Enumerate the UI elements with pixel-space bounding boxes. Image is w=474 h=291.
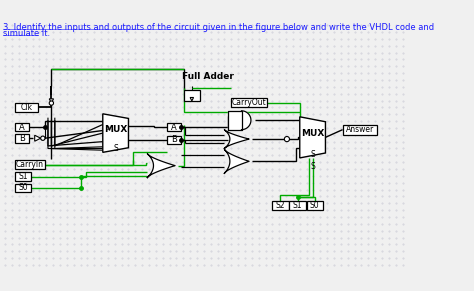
Polygon shape [103, 114, 128, 152]
FancyBboxPatch shape [16, 161, 45, 169]
FancyBboxPatch shape [16, 103, 38, 112]
FancyBboxPatch shape [16, 123, 29, 131]
Text: S1: S1 [293, 201, 302, 210]
FancyBboxPatch shape [273, 201, 289, 210]
Text: MUX: MUX [104, 125, 128, 134]
Circle shape [49, 101, 54, 105]
FancyBboxPatch shape [231, 98, 267, 107]
Text: S0: S0 [310, 201, 319, 210]
Text: Clk: Clk [20, 103, 33, 112]
Polygon shape [190, 97, 193, 101]
FancyBboxPatch shape [290, 201, 306, 210]
FancyBboxPatch shape [16, 173, 31, 181]
Text: B: B [171, 135, 177, 144]
Text: Answer: Answer [346, 125, 374, 134]
Text: Full Adder: Full Adder [182, 72, 234, 81]
Text: B: B [19, 134, 25, 143]
FancyBboxPatch shape [307, 201, 323, 210]
Text: S: S [310, 150, 315, 159]
Polygon shape [49, 99, 54, 103]
Text: simulate it.: simulate it. [3, 29, 51, 38]
FancyBboxPatch shape [184, 90, 200, 101]
FancyBboxPatch shape [16, 134, 29, 143]
Circle shape [284, 136, 290, 142]
Polygon shape [35, 135, 41, 141]
FancyBboxPatch shape [16, 184, 31, 192]
FancyBboxPatch shape [343, 125, 377, 135]
Text: A: A [19, 123, 25, 132]
Polygon shape [228, 111, 242, 130]
Polygon shape [224, 130, 249, 148]
Text: 3. Identify the inputs and outputs of the circuit given in the figure below and : 3. Identify the inputs and outputs of th… [3, 23, 435, 32]
Text: S: S [113, 144, 118, 153]
FancyBboxPatch shape [167, 123, 181, 131]
Text: S2: S2 [276, 201, 285, 210]
Text: A: A [171, 123, 177, 132]
Text: CarryOut: CarryOut [232, 98, 266, 107]
Polygon shape [242, 111, 251, 130]
Text: 0: 0 [105, 126, 109, 131]
Text: CarryIn: CarryIn [16, 160, 44, 169]
Text: S0: S0 [18, 183, 28, 192]
Polygon shape [147, 154, 175, 178]
Polygon shape [224, 149, 249, 173]
Polygon shape [300, 117, 326, 158]
Text: S: S [310, 162, 315, 171]
Circle shape [41, 136, 45, 140]
Text: S1: S1 [18, 172, 28, 181]
FancyBboxPatch shape [167, 136, 181, 144]
Text: MUX: MUX [301, 129, 324, 139]
